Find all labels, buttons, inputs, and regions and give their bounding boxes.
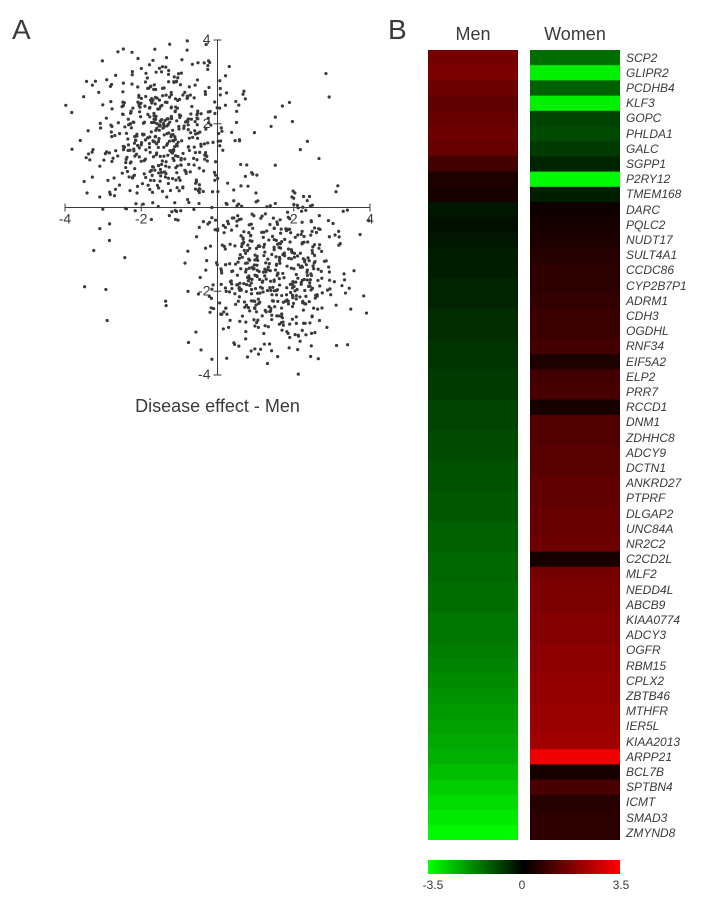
gene-label: SULT4A1 <box>626 248 677 262</box>
gene-label: ADCY9 <box>626 446 666 460</box>
gene-label: DCTN1 <box>626 461 666 475</box>
gene-label: PQLC2 <box>626 218 665 232</box>
gene-label: ZBTB46 <box>626 689 670 703</box>
gene-label: CYP2B7P1 <box>626 279 687 293</box>
gene-label: KIAA0774 <box>626 613 680 627</box>
gene-label: ADRM1 <box>626 294 668 308</box>
gene-label: IER5L <box>626 719 659 733</box>
gene-label: CCDC86 <box>626 263 674 277</box>
panel-b-heatmap <box>428 50 620 840</box>
gene-label: P2RY12 <box>626 172 670 186</box>
gene-label: PCDHB4 <box>626 81 675 95</box>
panel-a-label: A <box>12 14 31 46</box>
gene-label: PHLDA1 <box>626 127 673 141</box>
svg-text:Disease effect - Men: Disease effect - Men <box>135 396 300 416</box>
gene-label: NEDD4L <box>626 583 673 597</box>
gene-label: KLF3 <box>626 96 655 110</box>
gene-label: TMEM168 <box>626 187 681 201</box>
colorbar-tick-max: 3.5 <box>606 878 636 892</box>
gene-label: DNM1 <box>626 415 660 429</box>
gene-label: MTHFR <box>626 704 668 718</box>
gene-label: KIAA2013 <box>626 735 680 749</box>
colorbar-tick-mid: 0 <box>512 878 532 892</box>
gene-label: CPLX2 <box>626 674 664 688</box>
gene-label: C2CD2L <box>626 552 672 566</box>
gene-label: MLF2 <box>626 567 657 581</box>
svg-text:-4: -4 <box>198 366 211 382</box>
gene-label: SPTBN4 <box>626 780 673 794</box>
gene-label: OGDHL <box>626 324 669 338</box>
gene-label: ANKRD27 <box>626 476 681 490</box>
gene-label: ADCY3 <box>626 628 666 642</box>
svg-text:4: 4 <box>366 211 374 227</box>
gene-label: DARC <box>626 203 660 217</box>
panel-a-scatter: -4-224-4-224Disease effect - MenDisease … <box>40 30 380 430</box>
gene-label: PTPRF <box>626 491 665 505</box>
heatmap-col-header-women: Women <box>530 24 620 45</box>
gene-label: CDH3 <box>626 309 659 323</box>
gene-label: ARPP21 <box>626 750 672 764</box>
gene-label: PRR7 <box>626 385 658 399</box>
panel-b-label: B <box>388 14 407 46</box>
figure-root: A -4-224-4-224Disease effect - MenDiseas… <box>0 0 722 919</box>
gene-label: ZMYND8 <box>626 826 675 840</box>
gene-label: EIF5A2 <box>626 355 666 369</box>
gene-label: NUDT17 <box>626 233 673 247</box>
gene-label: ABCB9 <box>626 598 665 612</box>
gene-label: DLGAP2 <box>626 507 673 521</box>
svg-text:-4: -4 <box>59 211 72 227</box>
gene-label: OGFR <box>626 643 661 657</box>
colorbar-tick-min: -3.5 <box>418 878 448 892</box>
colorbar <box>428 860 620 874</box>
gene-label: SCP2 <box>626 51 657 65</box>
gene-label: ICMT <box>626 795 655 809</box>
heatmap-col-header-men: Men <box>428 24 518 45</box>
gene-label: GOPC <box>626 111 661 125</box>
svg-text:Disease effect - Women: Disease effect - Women <box>40 112 42 303</box>
gene-label: UNC84A <box>626 522 673 536</box>
gene-label: GLIPR2 <box>626 66 669 80</box>
gene-label: ZDHHC8 <box>626 431 675 445</box>
gene-label: NR2C2 <box>626 537 665 551</box>
gene-label: BCL7B <box>626 765 664 779</box>
gene-label: GALC <box>626 142 659 156</box>
gene-label: ELP2 <box>626 370 655 384</box>
gene-label: SGPP1 <box>626 157 666 171</box>
svg-text:-2: -2 <box>135 211 148 227</box>
gene-label: RCCD1 <box>626 400 667 414</box>
gene-label: RBM15 <box>626 659 666 673</box>
gene-label: SMAD3 <box>626 811 667 825</box>
gene-label: RNF34 <box>626 339 664 353</box>
